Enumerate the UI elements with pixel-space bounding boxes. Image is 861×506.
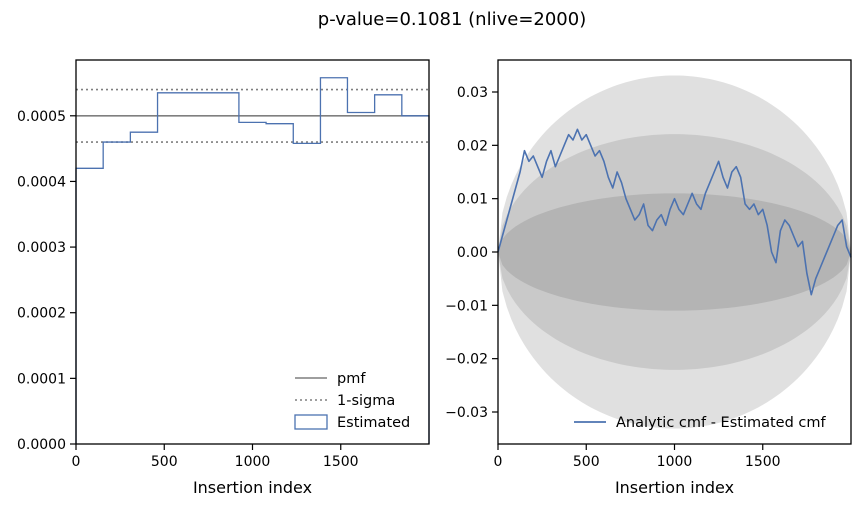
cmf-difference-line: [497, 128, 852, 296]
y-tick-label: 0.0005: [17, 109, 66, 125]
legend-estimated-label: Estimated: [337, 415, 410, 431]
band-1-sigma: [498, 193, 851, 311]
band-2-sigma: [498, 134, 851, 370]
legend-cmf-label: Analytic cmf - Estimated cmf: [616, 415, 827, 431]
x-tick-label: 1500: [745, 454, 781, 470]
x-tick-label: 1000: [235, 454, 271, 470]
y-tick-label: 0.0004: [17, 174, 66, 190]
legend-left: pmf 1-sigma Estimated: [294, 371, 410, 431]
y-tick-label: 0.00: [457, 245, 488, 261]
y-tick-label: 0.0000: [17, 437, 66, 453]
left-panel: 0 500 1000 1500 0.0000 0.0001 0.0002 0.0003 0.00…: [17, 59, 430, 497]
legend-sigma-label: 1-sigma: [337, 393, 395, 409]
x-axis-label: Insertion index: [615, 478, 734, 497]
y-tick-label: 0.01: [457, 192, 488, 208]
y-tick-label: 0.0002: [17, 306, 66, 322]
legend-right: Analytic cmf - Estimated cmf: [574, 415, 827, 431]
right-panel: 0 500 1000 1500 −0.03 −0.02 −0.01 0.00 0.01 0.02 0…: [445, 59, 852, 497]
x-tick-label: 500: [151, 454, 178, 470]
y-tick-label: 0.02: [457, 138, 488, 154]
x-tick-label: 0: [72, 454, 81, 470]
y-tick-label: 0.0003: [17, 240, 66, 256]
legend-estimated-swatch: [294, 414, 328, 430]
y-tick-label: −0.01: [445, 298, 488, 314]
plot-area-left: [76, 60, 429, 444]
x-tick-label: 500: [573, 454, 600, 470]
y-tick-label: 0.0001: [17, 371, 66, 387]
band-3-sigma: [498, 75, 851, 429]
legend-pmf-label: pmf: [337, 371, 366, 387]
y-tick-label: −0.02: [445, 352, 488, 368]
y-tick-label: −0.03: [445, 405, 488, 421]
x-axis-label: Insertion index: [193, 478, 312, 497]
plot-area-right: [498, 60, 851, 444]
estimated-histogram: [75, 77, 430, 444]
y-tick-label: 0.03: [457, 85, 488, 101]
x-tick-label: 1500: [323, 454, 359, 470]
x-tick-label: 0: [494, 454, 503, 470]
figure-title: p-value=0.1081 (nlive=2000): [318, 9, 586, 30]
x-tick-label: 1000: [657, 454, 693, 470]
